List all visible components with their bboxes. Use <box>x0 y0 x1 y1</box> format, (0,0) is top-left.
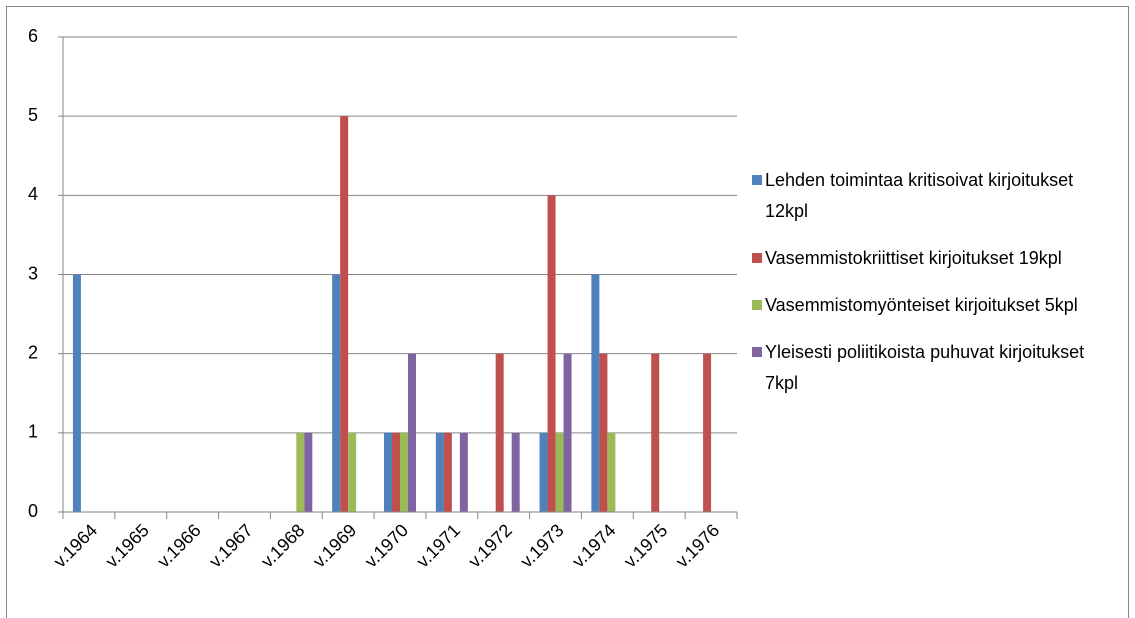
bar <box>459 432 468 512</box>
x-tick-label: v.1964 <box>50 520 101 571</box>
legend-label: Lehden toimintaa kritisoivat kirjoitukse… <box>765 170 1074 221</box>
legend-label: Vasemmistomyönteiset kirjoitukset 5kpl <box>765 295 1078 315</box>
legend-label: Yleisesti poliitikoista puhuvat kirjoitu… <box>765 342 1085 393</box>
legend-item: Yleisesti poliitikoista puhuvat kirjoitu… <box>750 337 1110 399</box>
y-tick-label: 6 <box>28 26 38 46</box>
bar <box>511 432 520 512</box>
bar <box>539 432 548 512</box>
legend-item: Vasemmistomyönteiset kirjoitukset 5kpl <box>750 290 1110 321</box>
bar <box>348 432 357 512</box>
bar <box>495 353 504 512</box>
bar <box>332 274 341 512</box>
bar <box>400 432 408 512</box>
bar <box>547 195 556 513</box>
x-tick-label: v.1975 <box>620 520 671 571</box>
legend-swatch <box>752 175 762 185</box>
bar <box>384 432 392 512</box>
y-tick-label: 0 <box>28 501 38 521</box>
bar <box>435 432 444 512</box>
bar <box>651 353 660 512</box>
x-tick-label: v.1971 <box>413 520 464 571</box>
bar <box>392 432 400 512</box>
bar <box>296 432 305 512</box>
bar <box>304 432 313 512</box>
legend: Lehden toimintaa kritisoivat kirjoitukse… <box>750 165 1110 415</box>
x-tick-label: v.1970 <box>361 520 412 571</box>
bar <box>599 353 608 512</box>
bar <box>607 432 616 512</box>
chart-border <box>6 6 1129 618</box>
legend-swatch <box>752 300 762 310</box>
bar <box>563 353 572 512</box>
bar <box>72 274 81 512</box>
y-tick-label: 1 <box>28 422 38 442</box>
x-tick-label: v.1968 <box>257 520 308 571</box>
x-tick-label: v.1966 <box>153 520 204 571</box>
x-tick-label: v.1976 <box>672 520 723 571</box>
bar <box>340 116 349 513</box>
legend-label: Vasemmistokriittiset kirjoitukset 19kpl <box>765 248 1062 268</box>
y-tick-label: 5 <box>28 105 38 125</box>
bar <box>555 432 564 512</box>
legend-swatch <box>752 253 762 263</box>
legend-swatch <box>752 347 762 357</box>
x-tick-label: v.1974 <box>568 520 619 571</box>
bar <box>443 432 452 512</box>
x-tick-label: v.1969 <box>309 520 360 571</box>
bar <box>408 353 416 512</box>
bar <box>591 274 600 512</box>
y-tick-label: 3 <box>28 263 38 283</box>
y-tick-label: 4 <box>28 184 38 204</box>
bar <box>703 353 712 512</box>
x-tick-label: v.1965 <box>102 520 153 571</box>
x-tick-label: v.1972 <box>464 520 515 571</box>
x-tick-label: v.1973 <box>516 520 567 571</box>
legend-item: Lehden toimintaa kritisoivat kirjoitukse… <box>750 165 1110 227</box>
x-tick-label: v.1967 <box>205 520 256 571</box>
legend-item: Vasemmistokriittiset kirjoitukset 19kpl <box>750 243 1110 274</box>
y-tick-label: 2 <box>28 342 38 362</box>
